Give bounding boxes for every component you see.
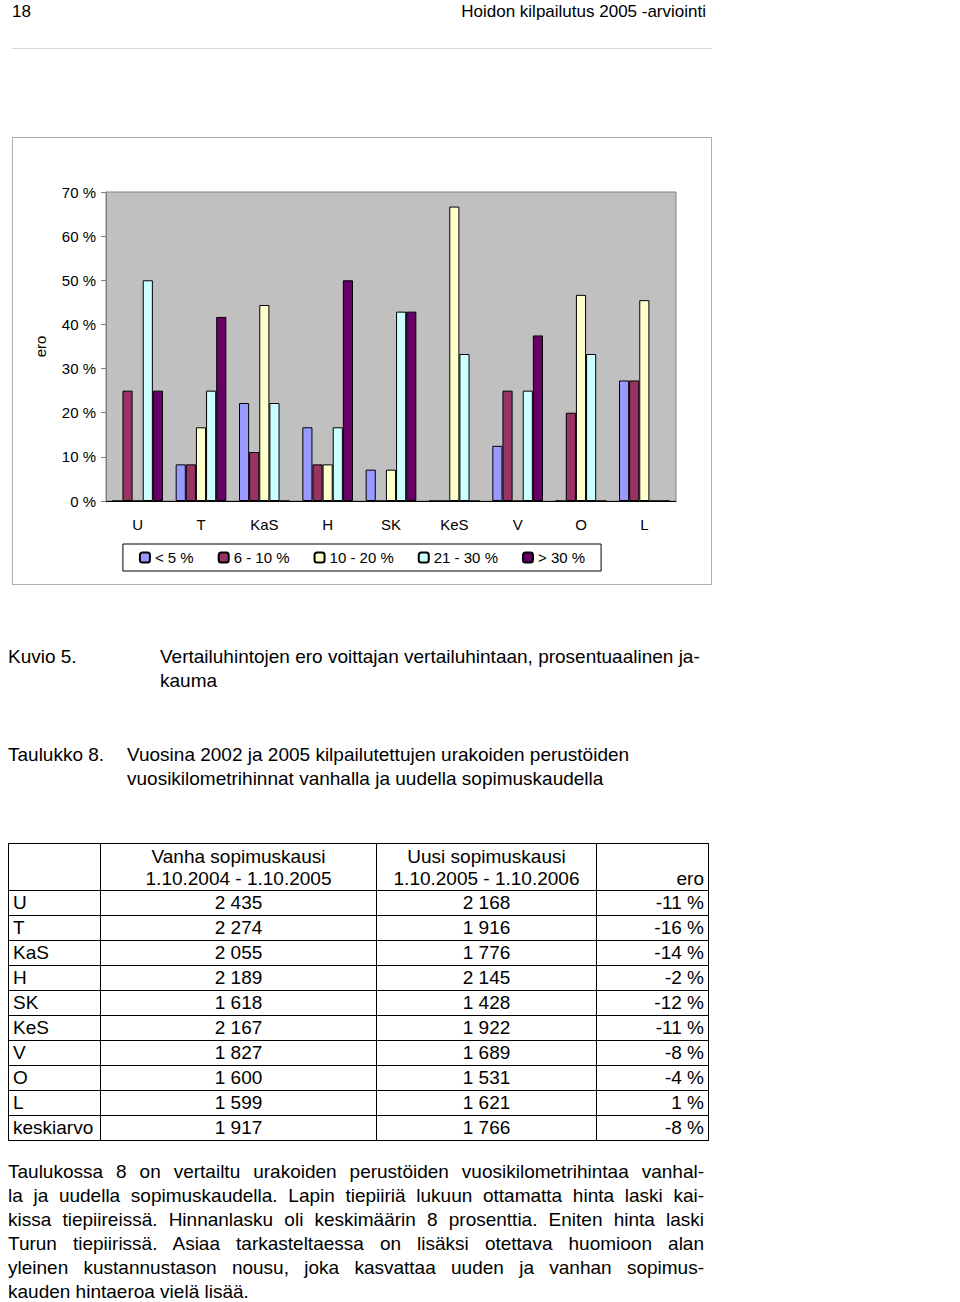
- html-text:2 145: 2 145: [462, 967, 511, 988]
- html-text:1 776: 1 776: [462, 942, 511, 963]
- svg-text:V: V: [513, 516, 523, 533]
- html-text:1 428: 1 428: [462, 992, 511, 1013]
- svg-text:40 %: 40 %: [62, 316, 96, 333]
- html-text:-2 %: -2 %: [664, 967, 704, 988]
- html-text:1 621: 1 621: [462, 1092, 511, 1113]
- html-text:L: L: [13, 1092, 24, 1113]
- html-text:Hoidon kilpailutus 2005 -arvio: Hoidon kilpailutus 2005 -arviointi: [461, 2, 706, 21]
- html-text:1 689: 1 689: [462, 1042, 511, 1063]
- html-text:KeS: KeS: [13, 1017, 49, 1038]
- html-text:V: V: [13, 1042, 26, 1063]
- html-text:-8 %: -8 %: [664, 1117, 704, 1138]
- html-text:Vanha sopimuskausi: Vanha sopimuskausi: [151, 846, 326, 867]
- html-text:vuosikilometrihinnat vanhalla: vuosikilometrihinnat vanhalla ja uudella…: [127, 768, 604, 789]
- html-text:1 600: 1 600: [214, 1067, 263, 1088]
- html-text:-14 %: -14 %: [654, 942, 704, 963]
- html-text:1.10.2005 - 1.10.2006: 1.10.2005 - 1.10.2006: [393, 868, 580, 889]
- html-text:-4 %: -4 %: [664, 1067, 704, 1088]
- html-text:1 531: 1 531: [462, 1067, 511, 1088]
- svg-text:SK: SK: [381, 516, 401, 533]
- svg-text:10 - 20 %: 10 - 20 %: [330, 549, 394, 566]
- svg-text:< 5 %: < 5 %: [155, 549, 194, 566]
- html-text:1 917: 1 917: [214, 1117, 263, 1138]
- html-text:18: 18: [12, 2, 31, 21]
- svg-text:H: H: [322, 516, 333, 533]
- html-text:Kuvio 5.: Kuvio 5.: [8, 646, 77, 667]
- html-text:kauden hintaeroa vielä lisää.: kauden hintaeroa vielä lisää.: [8, 1281, 249, 1302]
- svg-text:20 %: 20 %: [62, 404, 96, 421]
- html-text:yleinen kustannustason nousu,: yleinen kustannustason nousu, joka kasva…: [8, 1257, 704, 1278]
- html-text:-11 %: -11 %: [655, 1017, 704, 1038]
- html-text:1 827: 1 827: [214, 1042, 263, 1063]
- svg-text:0 %: 0 %: [70, 493, 96, 510]
- html-text:ero: ero: [676, 868, 704, 889]
- svg-text:L: L: [640, 516, 648, 533]
- html-text:1 922: 1 922: [462, 1017, 511, 1038]
- svg-text:KaS: KaS: [250, 516, 278, 533]
- svg-text:30 %: 30 %: [62, 360, 96, 377]
- svg-text:50 %: 50 %: [62, 272, 96, 289]
- html-text:-11 %: -11 %: [655, 892, 704, 913]
- html-text:2 167: 2 167: [214, 1017, 263, 1038]
- svg-text:21 - 30 %: 21 - 30 %: [434, 549, 498, 566]
- html-text:kauma: kauma: [160, 670, 217, 691]
- html-text:Uusi sopimuskausi: Uusi sopimuskausi: [407, 846, 566, 867]
- svg-text:10 %: 10 %: [62, 448, 96, 465]
- html-text:Vuosina 2002 ja 2005 kilpailut: Vuosina 2002 ja 2005 kilpailutettujen ur…: [127, 744, 630, 765]
- svg-text:U: U: [132, 516, 143, 533]
- html-text:2 168: 2 168: [462, 892, 511, 913]
- html-text:-8 %: -8 %: [664, 1042, 704, 1063]
- html-text:1 %: 1 %: [671, 1092, 704, 1113]
- html-text:Taulukossa 8 on vertailtu urak: Taulukossa 8 on vertailtu urakoiden peru…: [8, 1161, 704, 1182]
- html-text:O: O: [13, 1067, 28, 1088]
- html-text:Taulukko 8.: Taulukko 8.: [8, 744, 105, 765]
- html-text:2 189: 2 189: [214, 967, 263, 988]
- html-text:1.10.2004 - 1.10.2005: 1.10.2004 - 1.10.2005: [145, 868, 332, 889]
- html-text:H: H: [13, 967, 27, 988]
- html-text:T: T: [13, 917, 25, 938]
- html-text:keskiarvo: keskiarvo: [13, 1117, 94, 1138]
- svg-text:KeS: KeS: [440, 516, 468, 533]
- html-text:1 618: 1 618: [214, 992, 263, 1013]
- svg-text:70 %: 70 %: [62, 184, 96, 201]
- html-text:1 916: 1 916: [462, 917, 511, 938]
- html-text:2 435: 2 435: [214, 892, 263, 913]
- html-text:Turun tiepiirissä. Asiaa tarka: Turun tiepiirissä. Asiaa tarkasteltaessa…: [8, 1233, 704, 1254]
- html-text:la ja uudella sopimuskaudella.: la ja uudella sopimuskaudella. Lapin tie…: [8, 1185, 704, 1206]
- html-text:2 055: 2 055: [214, 942, 263, 963]
- svg-text:> 30 %: > 30 %: [538, 549, 585, 566]
- html-text:-16 %: -16 %: [654, 917, 704, 938]
- svg-text:6 - 10 %: 6 - 10 %: [234, 549, 290, 566]
- html-text:Vertailuhintojen ero voittajan: Vertailuhintojen ero voittajan vertailuh…: [160, 646, 700, 667]
- svg-text:ero: ero: [32, 336, 49, 358]
- html-text:SK: SK: [13, 992, 39, 1013]
- svg-text:T: T: [196, 516, 205, 533]
- html-text:2 274: 2 274: [214, 917, 263, 938]
- html-text:1 599: 1 599: [214, 1092, 263, 1113]
- html-text:KaS: KaS: [13, 942, 49, 963]
- html-text:-12 %: -12 %: [654, 992, 704, 1013]
- html-text:U: U: [13, 892, 27, 913]
- html-text:kissa tiepiireissä. Hinnanlask: kissa tiepiireissä. Hinnanlasku oli kesk…: [8, 1209, 704, 1230]
- svg-text:O: O: [575, 516, 587, 533]
- html-text:1 766: 1 766: [462, 1117, 511, 1138]
- svg-text:60 %: 60 %: [62, 228, 96, 245]
